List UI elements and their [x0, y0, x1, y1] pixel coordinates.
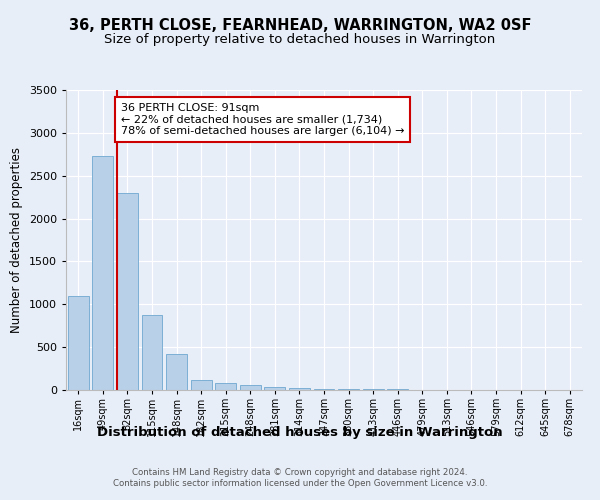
Bar	[142, 316, 163, 390]
Bar	[240, 386, 261, 390]
Text: 36, PERTH CLOSE, FEARNHEAD, WARRINGTON, WA2 0SF: 36, PERTH CLOSE, FEARNHEAD, WARRINGTON, …	[69, 18, 531, 32]
Bar	[92, 156, 113, 390]
Bar	[68, 296, 89, 390]
Bar	[338, 389, 359, 390]
Bar	[215, 383, 236, 390]
Text: Contains HM Land Registry data © Crown copyright and database right 2024.: Contains HM Land Registry data © Crown c…	[132, 468, 468, 477]
Text: Size of property relative to detached houses in Warrington: Size of property relative to detached ho…	[104, 32, 496, 46]
Bar	[166, 354, 187, 390]
Bar	[289, 388, 310, 390]
Bar	[314, 388, 334, 390]
Bar	[117, 193, 138, 390]
Text: Contains public sector information licensed under the Open Government Licence v3: Contains public sector information licen…	[113, 480, 487, 488]
Bar	[265, 387, 286, 390]
Y-axis label: Number of detached properties: Number of detached properties	[10, 147, 23, 333]
Text: Distribution of detached houses by size in Warrington: Distribution of detached houses by size …	[97, 426, 503, 439]
Bar	[191, 380, 212, 390]
Text: 36 PERTH CLOSE: 91sqm
← 22% of detached houses are smaller (1,734)
78% of semi-d: 36 PERTH CLOSE: 91sqm ← 22% of detached …	[121, 103, 404, 136]
